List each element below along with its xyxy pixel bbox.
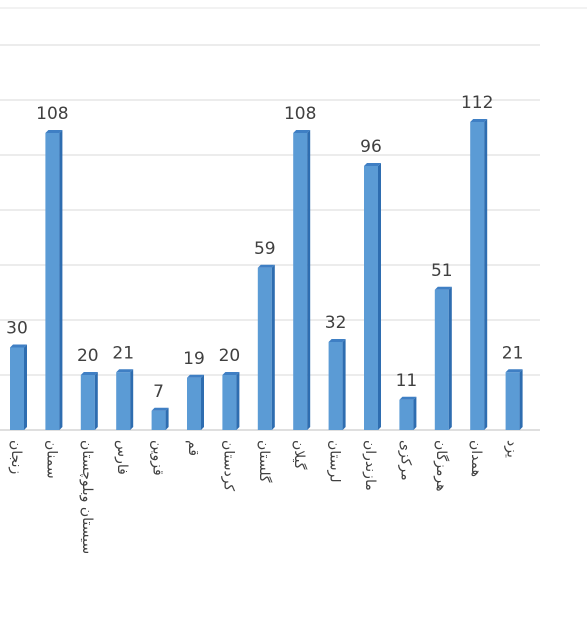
bar xyxy=(116,369,133,430)
bar xyxy=(364,163,381,430)
x-tick-label: سمنان xyxy=(43,440,59,479)
value-label: 20 xyxy=(77,346,99,366)
bar-top xyxy=(258,265,275,268)
bar-face xyxy=(10,348,24,431)
bar-top xyxy=(187,375,204,378)
x-tick-label: کردستان xyxy=(220,440,236,491)
bar-top xyxy=(506,369,523,372)
bar-top xyxy=(435,287,452,290)
bar xyxy=(293,130,310,430)
value-label: 32 xyxy=(325,313,347,333)
value-label: 108 xyxy=(36,104,68,124)
x-tick-label: هرمزگان xyxy=(433,440,450,492)
chart: زنجان 30 سمنان 108 سیستان وبلوچستان 20 فارس 21 ق… xyxy=(0,0,587,639)
bar-side xyxy=(24,345,27,431)
x-tick-label: مازندران xyxy=(362,440,378,491)
bar-face xyxy=(435,290,449,430)
bar-top xyxy=(152,408,169,411)
value-label: 11 xyxy=(396,371,418,391)
bar-side xyxy=(343,339,346,430)
value-label: 59 xyxy=(254,239,276,259)
bar-face xyxy=(45,133,59,430)
page: {"chart_data": {"type": "bar", "categori… xyxy=(0,0,587,639)
bar-top xyxy=(10,345,27,348)
value-label: 19 xyxy=(183,349,205,369)
bar-side xyxy=(236,372,239,430)
x-tick-label: گیلان xyxy=(291,440,308,470)
value-label: 21 xyxy=(112,343,134,363)
bar-face xyxy=(116,372,130,430)
bar-face xyxy=(222,375,236,430)
x-tick-label: فارس xyxy=(114,440,130,475)
bar-side xyxy=(520,369,523,430)
bar xyxy=(222,372,239,430)
x-tick-label: یزد xyxy=(504,440,520,458)
bar-face xyxy=(187,378,201,430)
value-label: 20 xyxy=(219,346,241,366)
value-label: 96 xyxy=(360,137,382,157)
x-tick-label: قزوین xyxy=(150,440,166,476)
x-tick-label: گلستان xyxy=(256,440,273,483)
bar-side xyxy=(378,163,381,430)
bar-side xyxy=(130,369,133,430)
x-tick-label: لرستان xyxy=(327,440,343,483)
bar-side xyxy=(307,130,310,430)
bar-side xyxy=(272,265,275,430)
bar-face xyxy=(293,133,307,430)
bar xyxy=(152,408,169,430)
bar-top xyxy=(81,372,98,375)
bar-top xyxy=(116,369,133,372)
bar-face xyxy=(470,122,484,430)
bar-face xyxy=(506,372,520,430)
bar-face xyxy=(81,375,95,430)
value-label: 30 xyxy=(6,319,28,339)
bar-face xyxy=(364,166,378,430)
bar xyxy=(329,339,346,430)
bar xyxy=(435,287,452,430)
bar-side xyxy=(449,287,452,430)
bar-side xyxy=(201,375,204,430)
bar xyxy=(470,119,487,430)
bar xyxy=(45,130,62,430)
x-tick-label: سیستان وبلوچستان xyxy=(79,440,95,554)
bar xyxy=(399,397,416,430)
bar-face xyxy=(258,268,272,430)
x-tick-label: مرکزی xyxy=(397,440,413,481)
bar xyxy=(81,372,98,430)
bar-top xyxy=(399,397,416,400)
bar-top xyxy=(329,339,346,342)
bar-face xyxy=(329,342,343,430)
value-label: 112 xyxy=(461,93,493,113)
value-label: 51 xyxy=(431,261,453,281)
bar xyxy=(187,375,204,430)
bar xyxy=(258,265,275,430)
bar-top xyxy=(222,372,239,375)
bar-face xyxy=(399,400,413,430)
bar-side xyxy=(59,130,62,430)
x-tick-label: همدان xyxy=(468,440,484,477)
value-label: 108 xyxy=(284,104,316,124)
bar-side xyxy=(166,408,169,430)
bar-side xyxy=(95,372,98,430)
value-label: 21 xyxy=(502,343,524,363)
bar xyxy=(10,345,27,431)
x-tick-label: قم xyxy=(185,440,201,456)
bar-face xyxy=(152,411,166,430)
bar-side xyxy=(413,397,416,430)
bar xyxy=(506,369,523,430)
x-tick-label: زنجان xyxy=(8,440,24,474)
value-label: 7 xyxy=(153,382,164,402)
bar-side xyxy=(484,119,487,430)
